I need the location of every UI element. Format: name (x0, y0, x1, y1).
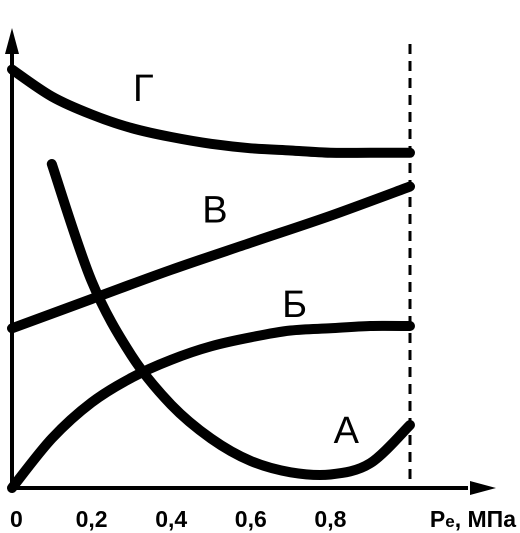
curve-labels: Г В Б А (133, 68, 360, 452)
series-line-2 (7, 181, 415, 334)
curve-label-4: А (334, 410, 360, 452)
x-tick-labels: 0 0,2 0,4 0,6 0,8 (10, 506, 347, 532)
curve-label-1: Г (133, 68, 154, 110)
x-axis-label-subscript: e (445, 512, 454, 531)
x-tick-label-4: 0,6 (235, 506, 267, 532)
x-axis-label-unit: , МПа (455, 506, 516, 532)
series-line-1 (7, 64, 415, 158)
series-line-3 (7, 320, 415, 493)
x-axis-label-main: P (430, 506, 445, 532)
x-tick-label-1: 0 (10, 506, 23, 532)
axes (5, 28, 496, 495)
curve-label-2: В (202, 190, 227, 232)
series-line-4 (46, 159, 415, 481)
x-tick-label-3: 0,4 (155, 506, 187, 532)
x-tick-label-5: 0,8 (314, 506, 346, 532)
curve-label-3: Б (282, 284, 307, 326)
series-layer (7, 64, 415, 493)
x-axis-label: Pe, МПа (430, 506, 516, 532)
x-tick-label-2: 0,2 (76, 506, 108, 532)
x-axis-arrow (470, 481, 496, 495)
y-axis-arrow (5, 28, 19, 54)
